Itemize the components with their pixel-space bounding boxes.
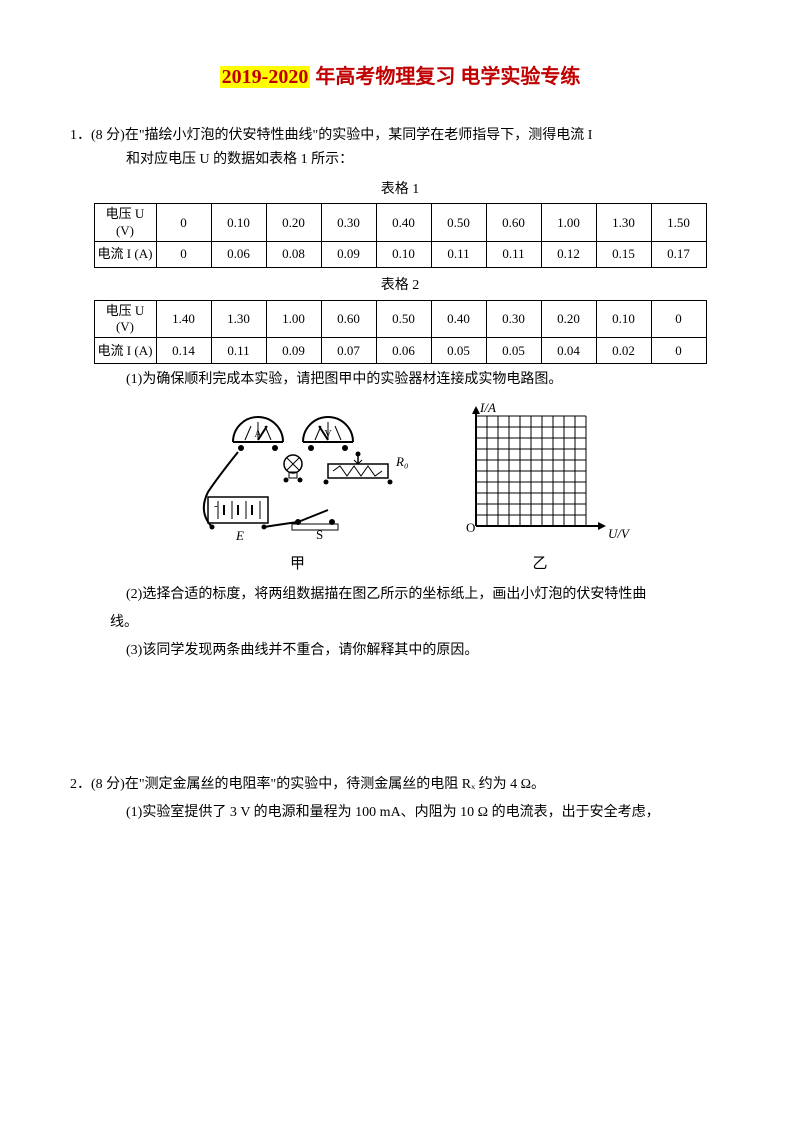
cell: 0.40 <box>376 204 431 242</box>
page-title: 2019-2020 年高考物理复习 电学实验专练 <box>70 60 730 94</box>
table-row: 电流 I (A) 0.14 0.11 0.09 0.07 0.06 0.05 0… <box>94 338 706 364</box>
q1-line1: 1．(8 分)在"描绘小灯泡的伏安特性曲线"的实验中，某同学在老师指导下，测得电… <box>70 124 730 148</box>
cell: 0.40 <box>431 300 486 338</box>
q2-line1: 2．(8 分)在"测定金属丝的电阻率"的实验中，待测金属丝的电阻 Rₓ 约为 4… <box>70 773 730 797</box>
table2-label: 表格 2 <box>70 274 730 298</box>
label-r0: R₀ <box>395 454 408 469</box>
t2-r2-head: 电流 I (A) <box>94 338 156 364</box>
cell: 0.09 <box>266 338 321 364</box>
cell: 1.00 <box>541 204 596 242</box>
figure-right: I/A <box>448 402 633 578</box>
cell: 0.20 <box>266 204 321 242</box>
t1-r2-head: 电流 I (A) <box>94 241 156 267</box>
svg-text:V: V <box>324 429 332 440</box>
cell: 0.30 <box>321 204 376 242</box>
origin-label: O <box>466 520 475 535</box>
grid-chart-icon: I/A <box>448 402 633 552</box>
q1-sub3: (3)该同学发现两条曲线并不重合，请你解释其中的原因。 <box>70 639 730 663</box>
cell: 0.10 <box>596 300 651 338</box>
cell: 0.11 <box>211 338 266 364</box>
table1-label: 表格 1 <box>70 178 730 202</box>
figure-left: A V <box>188 402 408 578</box>
q2-line2: (1)实验室提供了 3 V 的电源和量程为 100 mA、内阻为 10 Ω 的电… <box>70 801 730 825</box>
cell: 0.11 <box>431 241 486 267</box>
xlabel: U/V <box>608 526 631 541</box>
cell: 1.30 <box>211 300 266 338</box>
q1-line2: 和对应电压 U 的数据如表格 1 所示： <box>70 148 730 172</box>
cell: 0.08 <box>266 241 321 267</box>
cell: 0.07 <box>321 338 376 364</box>
cell: 0.10 <box>376 241 431 267</box>
cell: 0.06 <box>211 241 266 267</box>
label-s: S <box>316 527 323 542</box>
label-e: E <box>235 528 244 543</box>
fig-caption-left: 甲 <box>188 552 408 578</box>
cell: 1.30 <box>596 204 651 242</box>
cell: 0.15 <box>596 241 651 267</box>
cell: 0.50 <box>376 300 431 338</box>
question-2: 2．(8 分)在"测定金属丝的电阻率"的实验中，待测金属丝的电阻 Rₓ 约为 4… <box>70 773 730 825</box>
cell: 0 <box>651 300 706 338</box>
cell: 0.60 <box>486 204 541 242</box>
cell: 0.06 <box>376 338 431 364</box>
cell: 0.12 <box>541 241 596 267</box>
cell: 0.10 <box>211 204 266 242</box>
table-row: 电压 U (V) 1.40 1.30 1.00 0.60 0.50 0.40 0… <box>94 300 706 338</box>
title-rest: 年高考物理复习 电学实验专练 <box>310 66 580 88</box>
table-row: 电压 U (V) 0 0.10 0.20 0.30 0.40 0.50 0.60… <box>94 204 706 242</box>
fig-caption-right: 乙 <box>448 552 633 578</box>
cell: 0.04 <box>541 338 596 364</box>
table-2: 电压 U (V) 1.40 1.30 1.00 0.60 0.50 0.40 0… <box>94 300 707 365</box>
cell: 1.50 <box>651 204 706 242</box>
q1-sub2b: 线。 <box>70 611 730 635</box>
cell: 0 <box>156 241 211 267</box>
cell: 1.40 <box>156 300 211 338</box>
cell: 0.05 <box>431 338 486 364</box>
cell: 0 <box>156 204 211 242</box>
circuit-diagram-icon: A V <box>188 402 408 552</box>
cell: 1.00 <box>266 300 321 338</box>
cell: 0.05 <box>486 338 541 364</box>
cell: 0.17 <box>651 241 706 267</box>
q1-sub2a: (2)选择合适的标度，将两组数据描在图乙所示的坐标纸上，画出小灯泡的伏安特性曲 <box>70 583 730 607</box>
svg-text:A: A <box>254 429 262 440</box>
table-row: 电流 I (A) 0 0.06 0.08 0.09 0.10 0.11 0.11… <box>94 241 706 267</box>
question-1: 1．(8 分)在"描绘小灯泡的伏安特性曲线"的实验中，某同学在老师指导下，测得电… <box>70 124 730 663</box>
cell: 0.30 <box>486 300 541 338</box>
cell: 0.14 <box>156 338 211 364</box>
cell: 0.09 <box>321 241 376 267</box>
svg-text:-: - <box>214 500 218 512</box>
title-highlight: 2019-2020 <box>220 66 311 88</box>
t1-r1-head: 电压 U (V) <box>94 204 156 242</box>
cell: 0.50 <box>431 204 486 242</box>
cell: 0.02 <box>596 338 651 364</box>
cell: 0.60 <box>321 300 376 338</box>
ylabel: I/A <box>479 402 496 415</box>
q1-sub1: (1)为确保顺利完成本实验，请把图甲中的实验器材连接成实物电路图。 <box>70 368 730 392</box>
cell: 0 <box>651 338 706 364</box>
cell: 0.11 <box>486 241 541 267</box>
cell: 0.20 <box>541 300 596 338</box>
figure-row: A V <box>70 402 730 578</box>
t2-r1-head: 电压 U (V) <box>94 300 156 338</box>
table-1: 电压 U (V) 0 0.10 0.20 0.30 0.40 0.50 0.60… <box>94 203 707 268</box>
